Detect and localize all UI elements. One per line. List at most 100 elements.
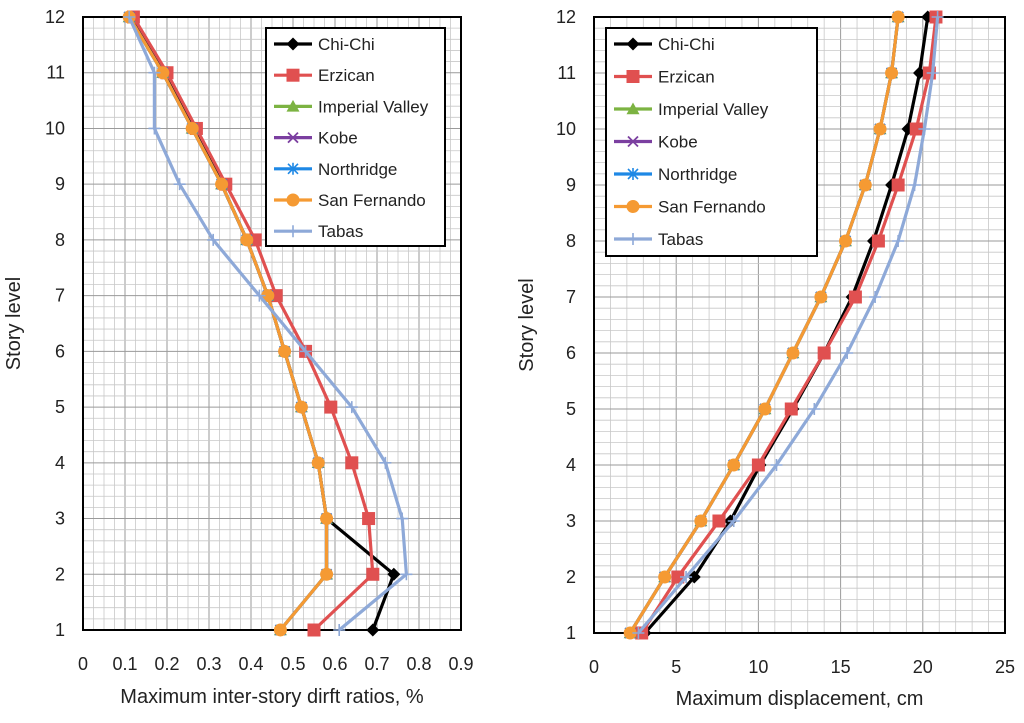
data-point: [387, 567, 401, 581]
legend-item-san-fernando: San Fernando: [274, 191, 426, 210]
data-point: [278, 344, 292, 358]
legend-item-imperial-valley: Imperial Valley: [614, 100, 769, 119]
data-point: [808, 403, 821, 415]
series-tabas: [632, 11, 944, 639]
data-point: [148, 66, 161, 79]
series-line: [127, 16, 408, 632]
legend-swatch-marker: [627, 135, 639, 148]
data-point: [891, 10, 905, 24]
data-point: [841, 347, 854, 359]
data-point: [817, 346, 831, 360]
y-tick-label: 10: [45, 118, 65, 138]
y-tick-label: 11: [557, 63, 576, 83]
data-point: [148, 122, 161, 135]
data-point: [913, 66, 927, 80]
legend-swatch-marker: [286, 68, 300, 82]
x-tick-label: 15: [831, 657, 851, 677]
data-point: [858, 178, 872, 192]
y-tick-label: 7: [566, 287, 576, 307]
data-point: [294, 400, 308, 414]
legend-swatch-marker: [626, 200, 640, 213]
data-point: [926, 67, 939, 79]
x-tick-label: 0.5: [280, 654, 305, 674]
data-point: [299, 345, 312, 358]
legend-label: Imperial Valley: [318, 97, 429, 116]
y-tick-label: 5: [566, 399, 576, 419]
x-tick-label: 0.6: [322, 654, 347, 674]
legend-label: Kobe: [658, 133, 698, 152]
y-tick-label: 12: [556, 7, 576, 27]
data-point: [240, 233, 254, 247]
data-point: [694, 514, 708, 528]
legend-label: Tabas: [318, 222, 363, 241]
legend-item-northridge: Northridge: [274, 160, 397, 179]
data-point: [712, 514, 726, 528]
x-tick-label: 0.2: [154, 654, 179, 674]
legend-item-tabas: Tabas: [274, 222, 363, 241]
legend-item-tabas: Tabas: [614, 230, 703, 249]
y-tick-label: 3: [566, 511, 576, 531]
data-point: [156, 66, 170, 80]
legend-swatch-marker: [626, 70, 640, 83]
data-point: [931, 11, 944, 23]
legend-label: Erzican: [318, 66, 375, 85]
y-tick-label: 2: [566, 567, 576, 587]
data-point: [345, 401, 358, 414]
data-point: [814, 290, 828, 304]
data-point: [839, 234, 853, 248]
gridlines: [82, 16, 462, 631]
y-tick-label: 1: [566, 623, 576, 643]
legend-item-northridge: Northridge: [614, 165, 737, 184]
data-point: [320, 567, 334, 581]
x-tick-label: 0.7: [364, 654, 389, 674]
data-point: [918, 123, 931, 135]
data-point: [173, 178, 186, 191]
data-point: [908, 179, 921, 191]
chart-1: 0 0.1 0.2 0.3 0.4 0.5 0.6 0.7 0.8 0.9123456789101…: [3, 7, 474, 708]
data-point: [185, 121, 199, 135]
y-tick-label: 7: [55, 286, 65, 306]
x-tick-label: 0: [78, 654, 88, 674]
x-tick-label: 5: [671, 657, 681, 677]
legend-label: Chi-Chi: [318, 35, 375, 54]
x-tick-label: 0.8: [406, 654, 431, 674]
data-point: [207, 233, 220, 246]
legend-swatch-marker: [287, 225, 299, 238]
legend-label: Tabas: [658, 230, 703, 249]
y-tick-label: 10: [556, 119, 576, 139]
data-point: [623, 626, 637, 640]
data-point: [885, 66, 899, 80]
y-tick-label: 4: [566, 455, 576, 475]
data-point: [253, 289, 266, 302]
data-point: [848, 290, 862, 304]
legend-label: Erzican: [658, 68, 715, 87]
legend-item-kobe: Kobe: [274, 129, 358, 148]
data-point: [873, 122, 887, 136]
x-tick-label: 10: [748, 657, 768, 677]
legend-swatch-marker: [626, 102, 640, 115]
series-line: [127, 16, 329, 632]
legend-swatch-marker: [286, 37, 300, 51]
data-point: [758, 402, 772, 416]
legend-item-chi-chi: Chi-Chi: [614, 35, 715, 54]
x-tick-label: 25: [995, 657, 1015, 677]
data-point: [671, 570, 685, 584]
plot-border: [593, 16, 1006, 634]
data-point: [366, 567, 380, 581]
data-point: [324, 400, 338, 414]
y-tick-label: 9: [55, 174, 65, 194]
x-tick-label: 20: [913, 657, 933, 677]
legend-swatch-marker: [286, 193, 300, 207]
legend-label: Northridge: [658, 165, 737, 184]
data-point: [786, 346, 800, 360]
legend-item-imperial-valley: Imperial Valley: [274, 97, 429, 116]
y-tick-label: 3: [55, 509, 65, 529]
legend-swatch-marker: [627, 168, 639, 180]
series-tabas: [123, 11, 413, 636]
data-point: [727, 458, 741, 472]
data-point: [770, 459, 783, 471]
legend-item-kobe: Kobe: [614, 133, 698, 152]
y-tick-label: 1: [55, 620, 65, 640]
